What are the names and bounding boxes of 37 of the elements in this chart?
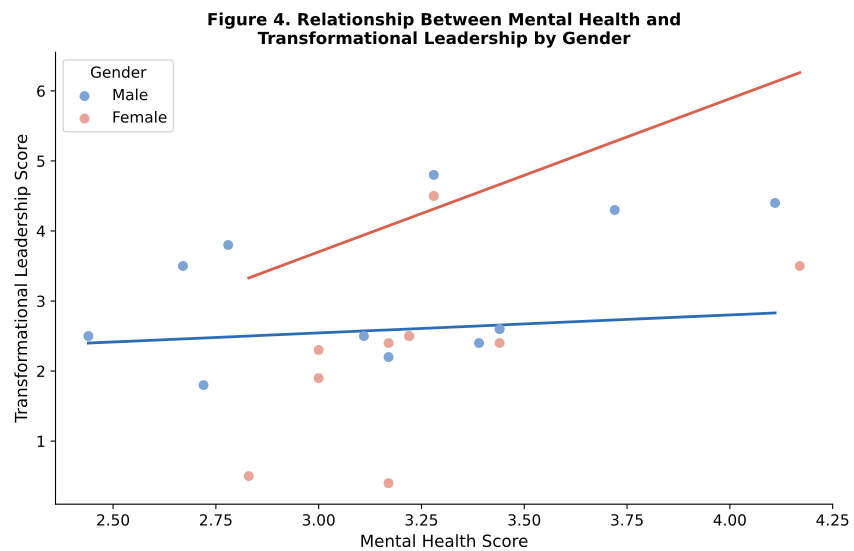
point — [83, 331, 94, 342]
y-axis-title: Transformational Leadership Score — [14, 134, 31, 423]
y-tick-label: 2 — [37, 366, 44, 377]
point — [474, 338, 484, 348]
x-axis-title: Mental Health Score — [361, 534, 528, 548]
legend-label: Female — [114, 110, 166, 123]
legend-title: Gender — [90, 66, 146, 78]
y-tick-label: 3 — [37, 295, 45, 308]
y-tick-label: 4 — [36, 226, 45, 237]
point — [244, 471, 254, 482]
point — [178, 260, 188, 272]
point — [494, 338, 505, 348]
y-tick-label: 5 — [37, 156, 44, 167]
point — [384, 352, 394, 362]
point — [770, 198, 780, 208]
x-tick-label: 3.25 — [406, 514, 438, 526]
point — [358, 331, 369, 342]
point — [198, 380, 209, 390]
x-tick-label: 3.00 — [302, 514, 335, 526]
x-tick-label: 2.75 — [200, 514, 232, 526]
chart-title: Figure 4. Relationship Between Mental Health and Transformational Leadership by Gender — [208, 12, 680, 48]
point — [384, 478, 394, 488]
point — [610, 204, 620, 215]
y-tick-label: 6 — [37, 85, 45, 97]
y-tick-label: 1 — [38, 436, 44, 447]
x-tick-label: 3.50 — [508, 514, 540, 526]
point — [428, 170, 439, 180]
x-tick-label: 4.25 — [816, 514, 848, 526]
point — [314, 373, 324, 384]
point — [384, 338, 394, 348]
point — [223, 240, 234, 250]
x-tick-label: 3.75 — [611, 514, 643, 526]
point — [794, 260, 805, 272]
x-tick-label: 2.50 — [97, 514, 130, 526]
x-tick-label: 4.00 — [714, 514, 746, 526]
point — [314, 345, 324, 356]
legend-label: Male — [114, 88, 148, 100]
